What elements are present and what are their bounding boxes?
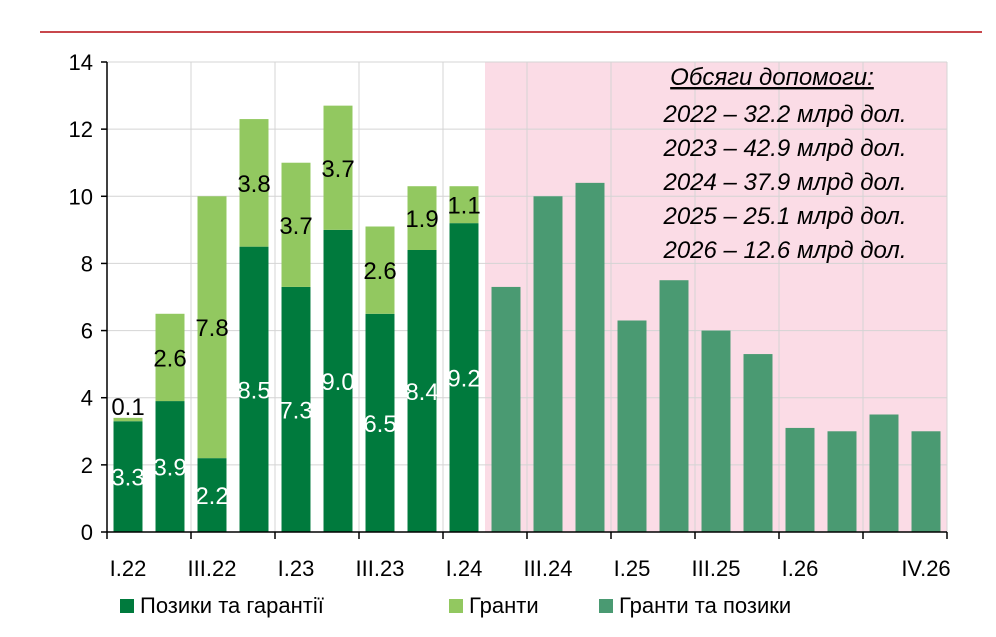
bar-grants (365, 226, 395, 314)
bar-loans (239, 246, 269, 532)
bar-grants (323, 105, 353, 230)
bar-grants-loans (575, 182, 605, 532)
bars (113, 105, 941, 533)
x-tick-label: I.23 (278, 556, 315, 581)
bar-grants (155, 313, 185, 402)
data-label-loans: 2.2 (195, 483, 228, 510)
bar-loans (113, 421, 143, 532)
x-tick-label: I.22 (110, 556, 147, 581)
bar-grants (407, 186, 437, 250)
y-tick-label: 6 (81, 319, 93, 344)
y-tick-label: 8 (81, 251, 93, 276)
annotation-title: Обсяги допомоги: (670, 64, 874, 91)
x-tick-label: I.24 (446, 556, 483, 581)
y-tick-label: 0 (81, 520, 93, 545)
data-label-grants: 3.7 (321, 156, 354, 183)
bar-loans (323, 229, 353, 532)
legend-label-loans: Позики та гарантії (140, 593, 324, 618)
x-axis: I.22 III.22 I.23 III.23 I.24 III.24 I.25 III.25… (106, 531, 951, 581)
data-label-loans: 3.3 (111, 465, 144, 492)
bar-grants (239, 119, 269, 247)
data-label-grants: 2.6 (153, 345, 186, 372)
y-axis: 0 2 4 6 8 10 12 14 (69, 50, 108, 545)
bar-grants-loans (827, 431, 857, 532)
annotation-box: Обсяги допомоги: 2022 – 32.2 млрд дол. 2… (662, 64, 906, 264)
annotation-line: 2022 – 32.2 млрд дол. (662, 101, 906, 128)
bar-grants-loans (533, 196, 563, 533)
legend-swatch-grants-loans (599, 599, 613, 613)
bar-grants-loans (617, 320, 647, 532)
data-label-loans: 7.3 (279, 397, 312, 424)
bar-grants (449, 186, 479, 224)
data-label-grants: 2.6 (363, 258, 396, 285)
data-label-grants: 1.9 (405, 206, 438, 233)
data-label-loans: 9.2 (447, 366, 480, 393)
data-label-loans: 8.5 (237, 377, 270, 404)
data-labels: 3.3 0.1 3.9 2.6 2.2 7.8 8.5 3.8 7.3 3.7 9.0 3.7 6.5 2… (111, 156, 480, 510)
data-label-grants: 0.1 (111, 394, 144, 421)
data-label-grants: 1.1 (447, 193, 480, 220)
bar-grants-loans (743, 354, 773, 532)
x-tick-label: III.24 (524, 556, 573, 581)
bar-loans (197, 458, 227, 532)
bar-grants (113, 417, 143, 422)
legend-swatch-grants (449, 599, 463, 613)
bar-grants-loans (869, 414, 899, 532)
y-tick-label: 4 (81, 386, 93, 411)
annotation-line: 2024 – 37.9 млрд дол. (662, 169, 906, 196)
data-label-loans: 8.4 (405, 379, 438, 406)
y-tick-label: 12 (69, 117, 93, 142)
x-tick-label: I.25 (614, 556, 651, 581)
data-label-grants: 7.8 (195, 315, 228, 342)
bar-grants (281, 162, 311, 287)
bar-grants-loans (911, 431, 941, 532)
bar-loans (407, 250, 437, 532)
legend-label-grants: Гранти (469, 593, 539, 618)
x-tick-label: III.25 (692, 556, 741, 581)
bar-grants-loans (659, 280, 689, 532)
bar-grants-loans (701, 330, 731, 532)
bar-loans (281, 286, 311, 532)
x-tick-label: I.26 (782, 556, 819, 581)
annotation-line: 2026 – 12.6 млрд дол. (662, 237, 906, 264)
x-tick-label: III.22 (188, 556, 237, 581)
bar-grants (197, 196, 227, 459)
y-tick-label: 2 (81, 453, 93, 478)
bar-loans (365, 313, 395, 532)
y-tick-label: 10 (69, 184, 93, 209)
annotation-line: 2025 – 25.1 млрд дол. (662, 203, 906, 230)
legend: Позики та гарантії Гранти Гранти та пози… (120, 593, 791, 618)
bar-grants-loans (785, 427, 815, 532)
annotation-line: 2023 – 42.9 млрд дол. (662, 135, 906, 162)
bar-loans (155, 401, 185, 532)
legend-swatch-loans (120, 599, 134, 613)
x-tick-label: IV.26 (901, 556, 950, 581)
bar-grants-loans (491, 286, 521, 532)
bar-loans (449, 223, 479, 532)
x-tick-label: III.23 (356, 556, 405, 581)
data-label-loans: 3.9 (153, 455, 186, 482)
data-label-loans: 6.5 (363, 411, 396, 438)
data-label-loans: 9.0 (321, 369, 354, 396)
data-label-grants: 3.8 (237, 171, 270, 198)
y-tick-label: 14 (69, 50, 93, 75)
data-label-grants: 3.7 (279, 213, 312, 240)
legend-label-grants-loans: Гранти та позики (619, 593, 791, 618)
